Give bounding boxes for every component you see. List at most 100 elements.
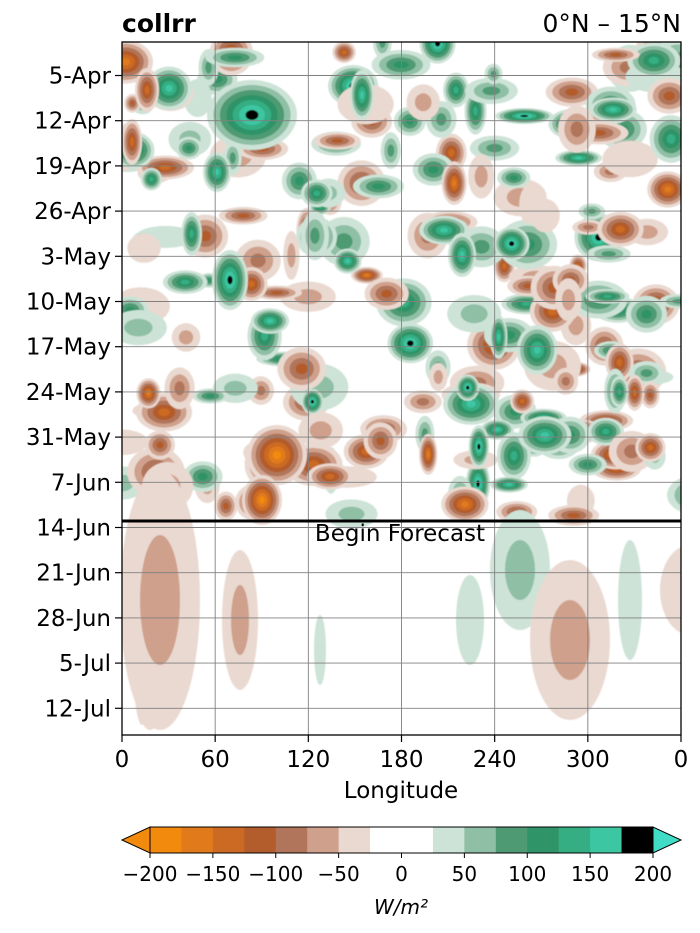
contour-patch <box>149 176 154 182</box>
contour-patch <box>448 149 455 157</box>
colorbar-tick-label: −200 <box>123 862 178 886</box>
contour-patch <box>476 480 480 488</box>
contour-patch <box>632 389 637 397</box>
contour-patch <box>224 380 247 396</box>
contour-patch <box>433 370 443 384</box>
y-tick-label: 5-Apr <box>49 64 112 90</box>
contour-patch <box>345 259 350 264</box>
contour-patch <box>494 427 501 432</box>
x-tick-label: 240 <box>473 747 517 773</box>
contour-patch <box>227 55 243 60</box>
colorbar-segment <box>212 827 245 853</box>
contour-patch <box>663 91 675 101</box>
y-tick-label: 31-May <box>26 425 111 451</box>
contour-patch <box>509 241 515 247</box>
contour-patch <box>407 340 414 347</box>
contour-patch <box>310 399 314 404</box>
plot-area <box>26 42 700 735</box>
y-tick-label: 17-May <box>26 335 111 361</box>
colorbar-tick-label: −150 <box>185 862 240 886</box>
contour-patch <box>180 279 190 285</box>
contour-patch <box>456 575 484 665</box>
contour-patch <box>313 190 320 197</box>
contour-patch <box>603 294 612 298</box>
contour-patch <box>338 506 365 522</box>
x-tick-label: 0 <box>115 747 130 773</box>
contour-patch <box>127 233 161 263</box>
contour-patch <box>189 229 194 239</box>
contour-patch <box>482 86 501 96</box>
x-tick-label: 120 <box>286 747 330 773</box>
contour-patch <box>533 345 541 354</box>
contour-patch <box>185 145 193 152</box>
contour-patch <box>295 363 308 375</box>
x-tick-label: 300 <box>566 747 610 773</box>
contour-patch <box>690 490 700 500</box>
contour-patch <box>435 42 441 47</box>
contour-patch <box>519 399 525 404</box>
contour-patch <box>674 484 681 506</box>
contour-patch <box>26 530 54 670</box>
x-axis: 0 60 120 180 240 300 0 <box>115 735 689 773</box>
contour-patch <box>615 225 626 233</box>
contour-patch <box>497 333 501 341</box>
colorbar-segment <box>150 827 182 853</box>
colorbar-segment <box>370 827 434 853</box>
contour-patch <box>521 301 532 306</box>
contour-patch <box>335 233 353 250</box>
contour-patch <box>519 185 537 224</box>
contour-patch <box>502 262 507 270</box>
contour-patch <box>510 451 518 461</box>
colorbar-segment <box>590 827 622 853</box>
contour-patch <box>565 88 579 96</box>
contour-patch <box>561 289 576 311</box>
contour-patch <box>452 179 457 187</box>
chart-title-left: collrr <box>122 9 196 38</box>
contour-patch <box>156 441 164 449</box>
contour-patch <box>379 42 386 48</box>
y-tick-label: 26-Apr <box>34 199 111 225</box>
contour-patch <box>223 502 229 510</box>
colorbar-segment <box>181 827 214 853</box>
colorbar-tick-label: 0 <box>395 862 408 886</box>
contour-patch <box>550 600 590 680</box>
contour-patch <box>505 483 513 486</box>
contour-patch <box>616 358 623 367</box>
contour-patch <box>199 230 211 242</box>
contour-patch <box>428 165 439 174</box>
colorbar-segment <box>244 827 277 853</box>
forecast-label: Begin Forecast <box>315 521 485 547</box>
contour-patch <box>174 381 185 396</box>
contour-patch <box>272 450 282 460</box>
colorbar-tick-label: 50 <box>452 862 477 886</box>
y-tick-label: 14-Jun <box>36 516 111 542</box>
contour-patch <box>229 152 236 164</box>
colorbar-segment <box>495 827 528 853</box>
contour-patch <box>295 176 304 186</box>
contour-patch <box>287 243 296 268</box>
contour-patch <box>436 113 447 126</box>
contour-patch <box>314 615 326 685</box>
colorbar-segment <box>338 827 371 853</box>
y-axis: 5-Apr 12-Apr 19-Apr 26-Apr 3-May 10-May 17-May… <box>26 64 122 722</box>
contour-patch <box>602 140 658 178</box>
contour-patch <box>178 330 194 345</box>
contour-patch <box>205 61 212 74</box>
colorbar: −200 −150 −100 −50 0 50 100 150 200 <box>120 826 683 886</box>
contour-patch <box>158 408 170 417</box>
contour-patch <box>372 183 385 190</box>
contour-patch <box>466 385 470 390</box>
contour-patch <box>505 540 535 600</box>
contour-patch <box>640 369 653 378</box>
x-tick-label: 180 <box>380 747 424 773</box>
x-tick-label: 60 <box>201 747 230 773</box>
contour-patch <box>439 227 449 233</box>
contour-patch <box>426 450 430 458</box>
contour-patch <box>130 137 134 147</box>
contour-patch <box>341 50 347 55</box>
contour-patch <box>453 86 459 94</box>
contour-patch <box>574 156 583 160</box>
colorbar-tick-label: 150 <box>571 862 609 886</box>
x-tick-label: 0 <box>674 747 689 773</box>
contour-patch <box>647 391 653 399</box>
